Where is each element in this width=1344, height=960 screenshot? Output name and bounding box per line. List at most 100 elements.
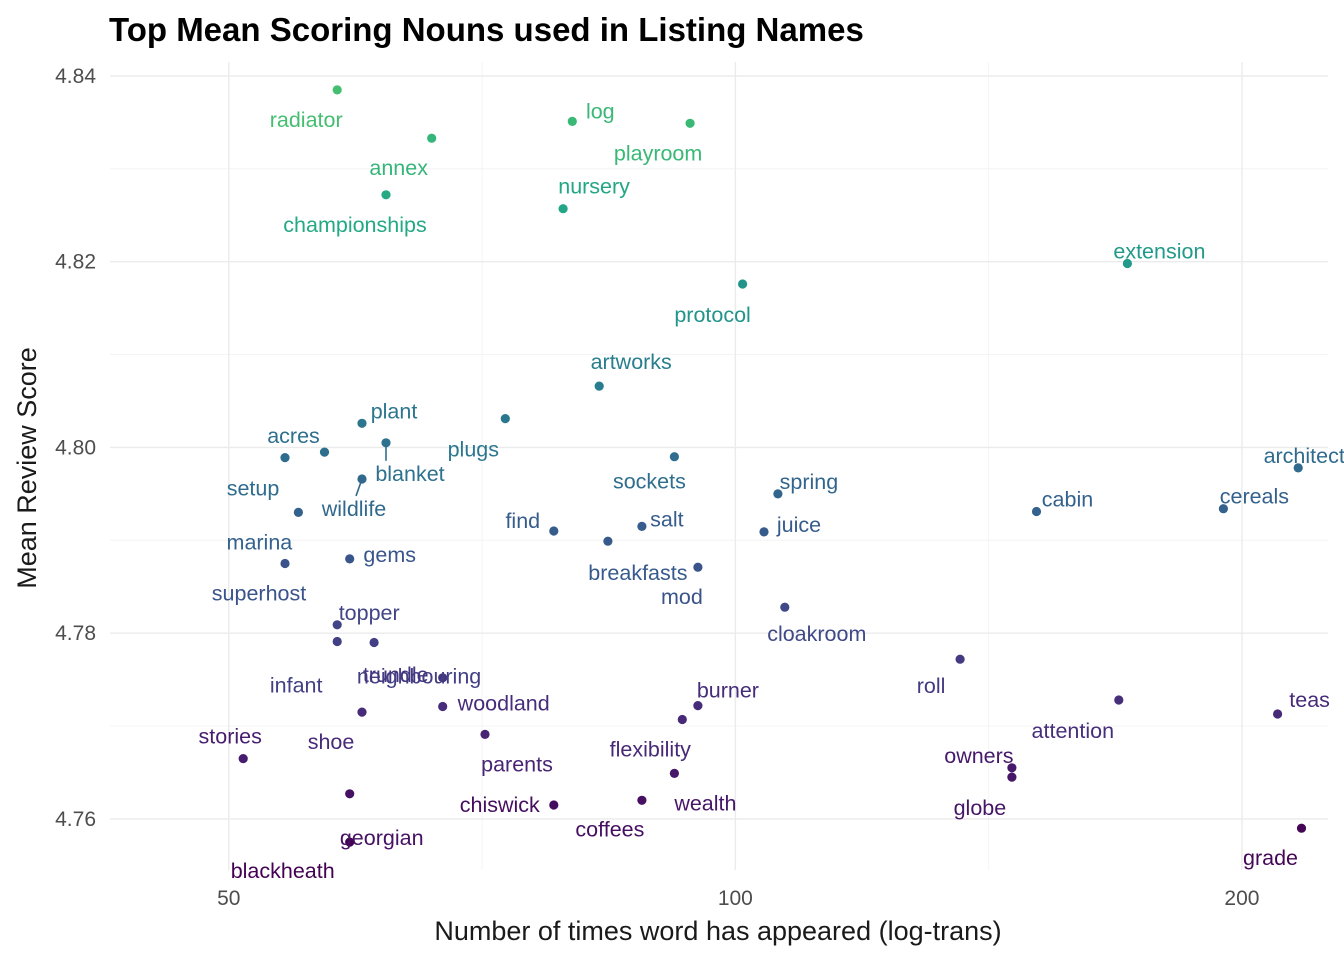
point-label-shoe: shoe [308, 730, 355, 754]
point-log [567, 116, 577, 126]
x-tick-label: 50 [217, 887, 240, 910]
point-label-wildlife: wildlife [321, 497, 387, 521]
point-annex [427, 133, 437, 143]
point-label-infant: infant [270, 674, 323, 698]
point-label-playroom: playroom [614, 141, 702, 165]
data-points [238, 85, 1307, 847]
point-label-architect: architect [1264, 444, 1344, 468]
chart-title: Top Mean Scoring Nouns used in Listing N… [109, 11, 864, 48]
point-label-radiator: radiator [270, 108, 343, 132]
point-label-teas: teas [1289, 688, 1330, 712]
point-globe [1007, 772, 1017, 782]
point-label-coffees: coffees [575, 817, 644, 841]
point-superhost [280, 558, 290, 569]
point-plant [357, 418, 367, 428]
point-setup [280, 453, 290, 463]
point-neighbouring [369, 637, 379, 648]
point-label-annex: annex [369, 156, 428, 180]
y-tick-label: 4.76 [55, 808, 96, 831]
point-marina [293, 507, 303, 517]
label-leader-lines [355, 442, 387, 497]
point-georgian [345, 789, 355, 799]
point-label-cloakroom: cloakroom [767, 622, 866, 646]
point-gems [345, 554, 355, 564]
point-grade [1296, 823, 1307, 833]
point-extension [1122, 258, 1132, 269]
point-label-attention: attention [1032, 719, 1114, 743]
point-cereals [1218, 504, 1228, 514]
point-shoe [357, 707, 367, 717]
point-nursery [558, 204, 568, 214]
point-label-juice: juice [776, 513, 821, 537]
point-label-blanket: blanket [375, 462, 444, 486]
y-tick-label: 4.84 [55, 65, 96, 88]
point-label-acres: acres [267, 424, 320, 448]
point-label-wealth: wealth [673, 791, 736, 815]
point-breakfasts [603, 536, 613, 546]
y-axis-title: Mean Review Score [12, 347, 42, 589]
x-axis-ticks: 50 100 200 [217, 887, 1259, 910]
point-label-spring: spring [780, 470, 839, 494]
leader-wildlife [355, 478, 363, 497]
point-mod [693, 562, 703, 572]
point-chiswick [549, 800, 559, 810]
point-roll [955, 654, 965, 664]
point-label-extension: extension [1113, 240, 1205, 264]
point-label-grade: grade [1243, 846, 1298, 870]
point-label-owners: owners [944, 744, 1013, 768]
point-infant [332, 636, 342, 647]
point-label-nursery: nursery [558, 175, 630, 199]
point-label-log: log [586, 99, 615, 123]
point-plugs [500, 414, 510, 424]
point-label-mod: mod [661, 585, 703, 609]
x-tick-label: 200 [1224, 887, 1259, 910]
minor-gridlines [110, 62, 1328, 870]
point-championships [381, 190, 391, 200]
point-label-salt: salt [650, 507, 683, 531]
point-spring [773, 489, 783, 499]
point-label-plant: plant [371, 399, 418, 423]
point-stories [238, 754, 248, 764]
point-labels: radiator log playroom annex championships nur… [199, 99, 1344, 883]
y-axis-ticks: 4.76 4.78 4.80 4.82 4.84 [55, 65, 96, 831]
point-acres [319, 447, 330, 457]
x-tick-label: 100 [718, 887, 753, 910]
point-wealth [669, 768, 680, 779]
point-label-cereals: cereals [1220, 485, 1289, 509]
point-label-gems: gems [363, 543, 416, 567]
point-cabin [1031, 506, 1042, 517]
point-protocol [738, 279, 748, 289]
point-label-neighbouring: neighbouring [357, 665, 481, 689]
point-woodland [438, 701, 448, 712]
point-label-find: find [505, 509, 540, 533]
x-axis-title: Number of times word has appeared (log-t… [434, 916, 1001, 946]
point-label-sockets: sockets [613, 470, 686, 494]
point-radiator [332, 85, 342, 95]
point-label-blackheath: blackheath [231, 859, 335, 883]
point-label-flexibility: flexibility [610, 738, 691, 762]
point-label-stories: stories [199, 725, 262, 749]
point-label-plugs: plugs [448, 438, 499, 462]
plot-panel: radiator log playroom annex championships nur… [110, 62, 1344, 883]
point-label-burner: burner [697, 679, 759, 703]
point-owners [1007, 763, 1017, 773]
point-attention [1114, 695, 1124, 705]
point-label-globe: globe [954, 796, 1007, 820]
y-tick-label: 4.78 [55, 622, 96, 645]
point-label-trundle: trundle [363, 663, 429, 687]
point-architect [1293, 463, 1303, 473]
y-tick-label: 4.80 [55, 436, 96, 459]
point-label-roll: roll [917, 674, 946, 698]
major-gridlines [110, 62, 1328, 870]
point-flexibility [677, 714, 687, 725]
point-find [549, 526, 559, 536]
point-label-protocol: protocol [674, 303, 751, 327]
point-label-superhost: superhost [212, 582, 306, 606]
y-tick-label: 4.82 [55, 251, 96, 274]
point-label-setup: setup [227, 477, 280, 501]
point-label-georgian: georgian [340, 826, 424, 850]
point-label-topper: topper [339, 601, 400, 625]
point-burner [693, 701, 703, 711]
point-parents [480, 729, 490, 740]
